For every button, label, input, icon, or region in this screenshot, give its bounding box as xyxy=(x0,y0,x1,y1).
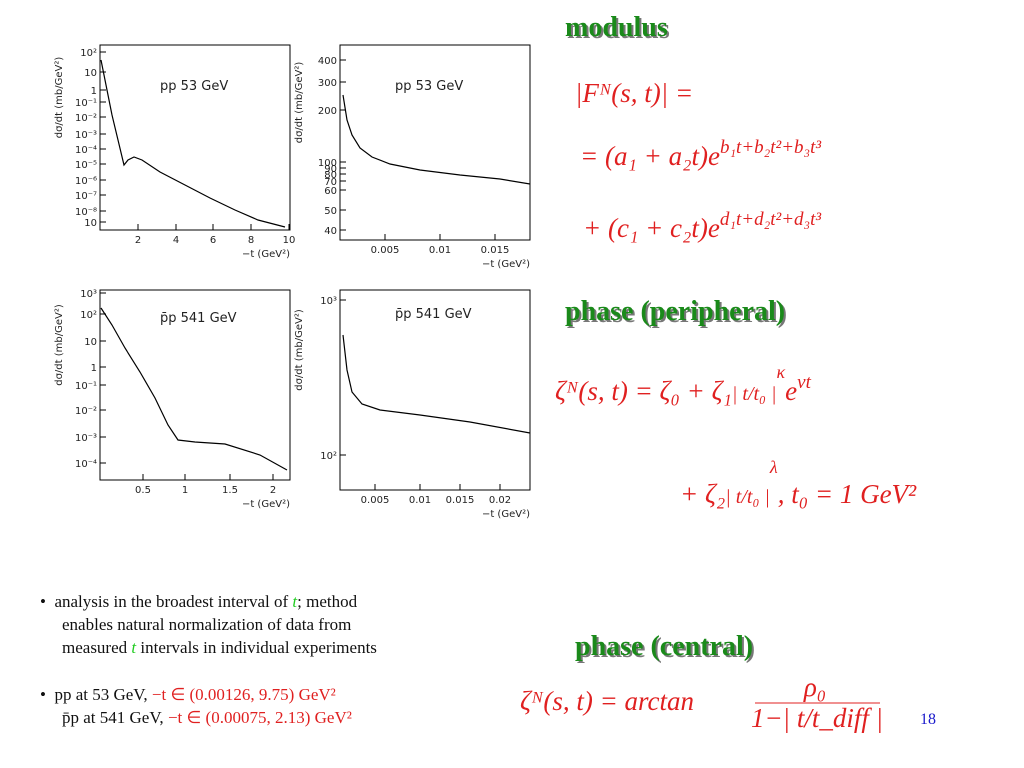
x-axis-label: −t (GeV²) xyxy=(242,499,290,510)
formula: ζᴺ(s, t) = arctan xyxy=(520,686,694,716)
x-tick-label: 2 xyxy=(270,485,276,496)
y-tick-label: 1 xyxy=(91,86,97,97)
y-tick-label: 400 xyxy=(318,56,337,67)
y-tick-label: 10⁻⁴ xyxy=(75,459,97,470)
y-tick-label: 10² xyxy=(80,310,97,321)
formula: = (a₁ + a₂t)eb₁t+b₂t²+b₃t³ xyxy=(580,137,821,171)
page-number: 18 xyxy=(920,711,936,728)
x-axis-label: −t (GeV²) xyxy=(482,259,530,270)
y-tick-label: 10² xyxy=(320,451,337,462)
curve xyxy=(100,59,286,228)
x-tick-label: 0.005 xyxy=(361,495,390,506)
x-tick-label: 8 xyxy=(248,235,254,246)
y-tick-label: 100 xyxy=(318,158,337,169)
x-tick-label: 2 xyxy=(135,235,141,246)
curve xyxy=(342,334,531,434)
x-tick-label: 0.015 xyxy=(481,245,510,256)
formula: |Fᴺ(s, t)| = xyxy=(575,78,693,108)
x-tick-label: 0.015 xyxy=(446,495,475,506)
x-axis-label: −t (GeV²) xyxy=(242,249,290,260)
x-tick-label: 0.01 xyxy=(429,245,451,256)
y-tick-label: 60 xyxy=(324,186,337,197)
curves xyxy=(100,59,531,471)
plot-frame xyxy=(339,289,531,491)
y-tick-label: 1 xyxy=(91,363,97,374)
formula: ζᴺ(s, t) = ζ₀ + ζ₁| t/t₀ |κeνt xyxy=(555,362,812,406)
y-tick-label: 10 xyxy=(84,218,97,229)
x-tick-label: 4 xyxy=(173,235,179,246)
y-tick-label: 10⁻¹ xyxy=(75,98,97,109)
y-tick-label: 200 xyxy=(318,106,337,117)
numerator: ρ₀ xyxy=(803,672,826,702)
x-tick-label: 0.01 xyxy=(409,495,431,506)
y-tick-label: 90 xyxy=(324,164,337,175)
y-tick-label: 50 xyxy=(324,206,337,217)
y-axis-label: dσ/dt (mb/GeV²) xyxy=(294,309,305,391)
y-tick-label: 10³ xyxy=(80,289,97,300)
plot-title: p̄p 541 GeV xyxy=(395,307,472,322)
x-tick-label: 6 xyxy=(210,235,216,246)
x-tick-label: 1.5 xyxy=(222,485,238,496)
curve xyxy=(100,307,288,471)
bullet: • analysis in the broadest interval of t… xyxy=(40,592,377,657)
y-tick-label: 10⁻³ xyxy=(75,433,97,444)
x-tick-label: 0.02 xyxy=(489,495,511,506)
x-axis-label: −t (GeV²) xyxy=(482,509,530,520)
x-tick-label: 0.5 xyxy=(135,485,151,496)
y-tick-label: 10⁻⁵ xyxy=(75,160,97,171)
denominator: 1−| t/t_diff | xyxy=(751,703,883,733)
plot-frame xyxy=(99,44,291,231)
heading: phase (central) xyxy=(575,631,753,662)
plot-title: pp 53 GeV xyxy=(160,79,228,94)
y-axis-label: dσ/dt (mb/GeV²) xyxy=(54,304,65,386)
plot-frame xyxy=(339,44,531,241)
y-tick-label: 300 xyxy=(318,78,337,89)
y-tick-label: 10² xyxy=(80,48,97,59)
y-axis-label: dσ/dt (mb/GeV²) xyxy=(54,57,65,139)
heading: phase (peripheral) xyxy=(565,296,785,327)
y-tick-label: 40 xyxy=(324,226,337,237)
bullet: • pp at 53 GeV, −t ∈ (0.00126, 9.75) GeV… xyxy=(40,685,352,727)
y-tick-label: 10⁻⁶ xyxy=(75,176,97,187)
plot-title: pp 53 GeV xyxy=(395,79,463,94)
heading: modulus xyxy=(565,12,668,43)
y-tick-label: 10⁻² xyxy=(75,406,97,417)
y-tick-label: 10⁻⁷ xyxy=(75,191,97,202)
y-tick-label: 10⁻³ xyxy=(75,130,97,141)
y-tick-label: 70 xyxy=(324,177,337,188)
y-tick-label: 10 xyxy=(84,337,97,348)
curve xyxy=(342,94,531,185)
x-tick-label: 1 xyxy=(182,485,188,496)
y-tick-label: 10⁻⁴ xyxy=(75,145,97,156)
y-tick-label: 10⁻¹ xyxy=(75,381,97,392)
y-axis-label: dσ/dt (mb/GeV²) xyxy=(294,62,305,144)
formula: + ζ₂| t/t₀ |λ, t₀ = 1 GeV² xyxy=(680,457,917,509)
x-tick-label: 0.005 xyxy=(371,245,400,256)
y-tick-label: 10 xyxy=(84,68,97,79)
plot-title: p̄p 541 GeV xyxy=(160,311,237,326)
formula: + (c₁ + c₂t)ed₁t+d₂t²+d₃t³ xyxy=(583,209,821,243)
y-tick-label: 80 xyxy=(324,170,337,181)
y-tick-label: 10³ xyxy=(320,296,337,307)
y-tick-label: 10⁻⁸ xyxy=(75,207,97,218)
x-tick-label: 10 xyxy=(283,235,296,246)
y-tick-label: 10⁻² xyxy=(75,113,97,124)
